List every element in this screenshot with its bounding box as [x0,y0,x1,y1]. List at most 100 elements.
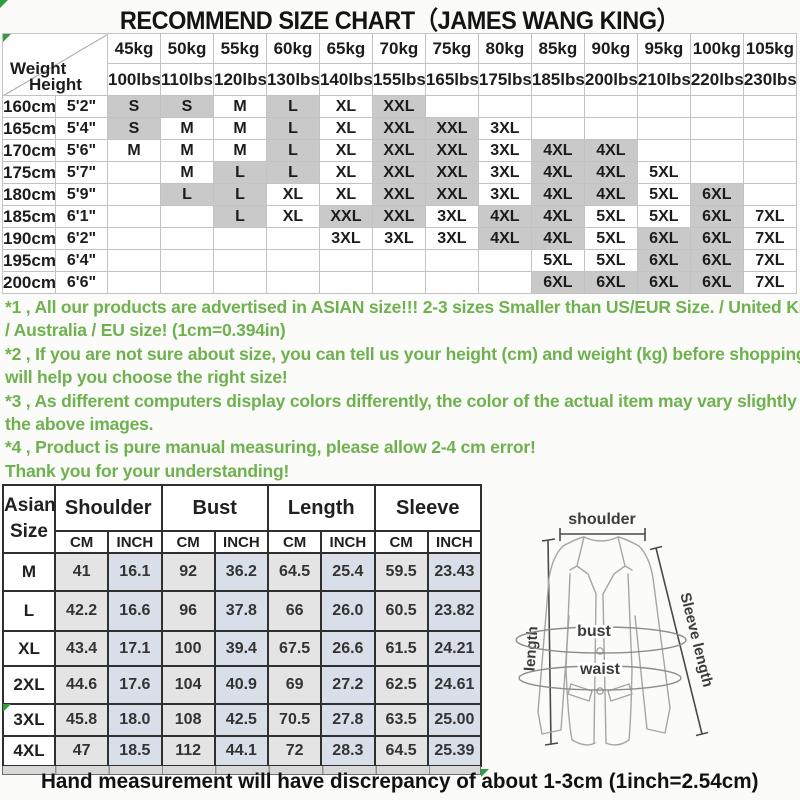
size-cell: 6XL [689,271,744,294]
inch-value-cell: 25.4 [320,552,376,592]
bust-label: bust [577,623,611,640]
cm-value-cell: 41 [53,552,110,592]
measure-row: L 42.2 16.6 96 37.8 66 26.0 60.5 23.82 [2,590,483,632]
size-cell [530,117,585,140]
weight-lbs-header: 165lbs [424,63,479,96]
size-cell [107,161,161,184]
weight-lbs-header: 100lbs [107,63,161,96]
size-cell [424,249,479,272]
size-cell [212,271,267,294]
inch-value-cell: 36.2 [213,552,270,592]
size-cell: XL [318,161,373,184]
measure-row: 4XL 47 18.5 112 44.1 72 28.3 64.5 25.39 [2,735,483,767]
cm-value-cell: 69 [266,665,323,705]
size-cell: M [212,95,267,118]
cm-value-cell: 61.5 [373,630,429,667]
note-line: the above images. [5,414,154,435]
inch-value-cell: 16.1 [107,552,163,592]
size-cell: XXL [424,117,479,140]
weight-kg-header: 70kg [371,33,426,64]
cm-value-cell: 62.5 [373,665,429,705]
inch-value-cell: 16.6 [107,590,163,632]
weight-lbs-header: 230lbs [742,63,798,96]
inch-value-cell: 24.21 [426,630,483,667]
weight-lbs-header: 220lbs [689,63,744,96]
height-ft-label: 6'4" [54,249,109,272]
size-cell: L [160,183,214,206]
size-cell [160,205,214,228]
size-cell [318,249,373,272]
weight-height-corner-cell: Weight Height [1,33,109,96]
size-cell: XL [265,183,320,206]
weight-kg-header: 85kg [530,33,585,64]
cm-value-cell: 72 [266,735,323,767]
size-cell: L [265,161,320,184]
height-row: 160cm 5'2" S S M L XL XXL [2,95,798,118]
size-cell [424,95,479,118]
weight-kg-header: 80kg [477,33,532,64]
cm-unit-header: CM [160,530,216,554]
height-row: 175cm 5'7" M L L XL XXL XXL 3XL 4XL 4XL 5XL [2,161,798,184]
inch-value-cell: 18.0 [107,703,163,737]
weight-lbs-header: 130lbs [265,63,320,96]
size-cell: 3XL [477,183,532,206]
size-cell [371,249,426,272]
inch-value-cell: 42.5 [213,703,270,737]
corner-height-label: Height [29,74,82,94]
cm-value-cell: 100 [160,630,216,667]
height-cm-label: 200cm [2,271,56,294]
size-cell: L [265,139,320,162]
size-cell: L [265,95,320,118]
note-line: / Australia / EU size! (1cm=0.394in) [5,320,286,341]
size-cell: 6XL [689,227,744,250]
measure-size-label: 4XL [2,735,56,767]
excel-corner-flag-page [0,0,8,8]
footer-caption: Hand measurement will have discrepancy o… [0,769,800,794]
weight-kg-header: 100kg [689,33,744,64]
table-bottom-strip [2,766,481,775]
cm-value-cell: 67.5 [266,630,323,667]
size-cell [583,117,638,140]
size-cell [212,249,267,272]
height-ft-label: 5'6" [54,139,109,162]
size-cell [530,95,585,118]
height-cm-label: 175cm [2,161,56,184]
inch-value-cell: 40.9 [213,665,270,705]
size-cell [742,117,798,140]
size-cell: XXL [424,161,479,184]
size-cell: 3XL [371,227,426,250]
size-cell: 3XL [477,139,532,162]
cm-value-cell: 44.6 [53,665,110,705]
size-cell: 5XL [583,205,638,228]
cm-unit-header: CM [373,530,429,554]
size-cell: L [212,161,267,184]
weight-lbs-header: 175lbs [477,63,532,96]
inch-unit-header: INCH [426,530,483,554]
recommend-size-chart-table: Weight Height 45kg 50kg 55kg 60kg 65kg 70kg 75kg… [1,33,798,294]
note-line: *3 , As different computers display colo… [5,390,800,411]
size-cell [689,95,744,118]
jacket-measure-diagram: shoulder length Sleeve length [515,511,716,746]
size-cell: M [107,139,161,162]
sleeve-length-label: Sleeve length [676,591,716,689]
size-cell: XXL [371,161,426,184]
weight-lbs-header: 120lbs [212,63,267,96]
measurement-table: Asian Size Shoulder Bust Length Sleeve CM INCH C… [2,484,483,767]
measure-group-header: Sleeve [373,484,482,532]
length-measure-line [541,538,559,746]
size-cell [107,227,161,250]
size-cell: 5XL [583,249,638,272]
weight-kg-header: 50kg [160,33,214,64]
height-ft-label: 6'1" [54,205,109,228]
note-line: will help you choose the right size! [5,367,288,388]
height-cm-label: 190cm [2,227,56,250]
weight-lbs-header: 200lbs [583,63,638,96]
cm-value-cell: 108 [160,703,216,737]
size-cell: 3XL [477,161,532,184]
size-cell [742,183,798,206]
cm-value-cell: 64.5 [373,735,429,767]
height-row: 200cm 6'6" 6XL 6XL 6XL 6XL 7XL [2,271,798,294]
jacket-outline [537,536,671,746]
measure-size-label: L [2,590,56,632]
size-cell [742,95,798,118]
